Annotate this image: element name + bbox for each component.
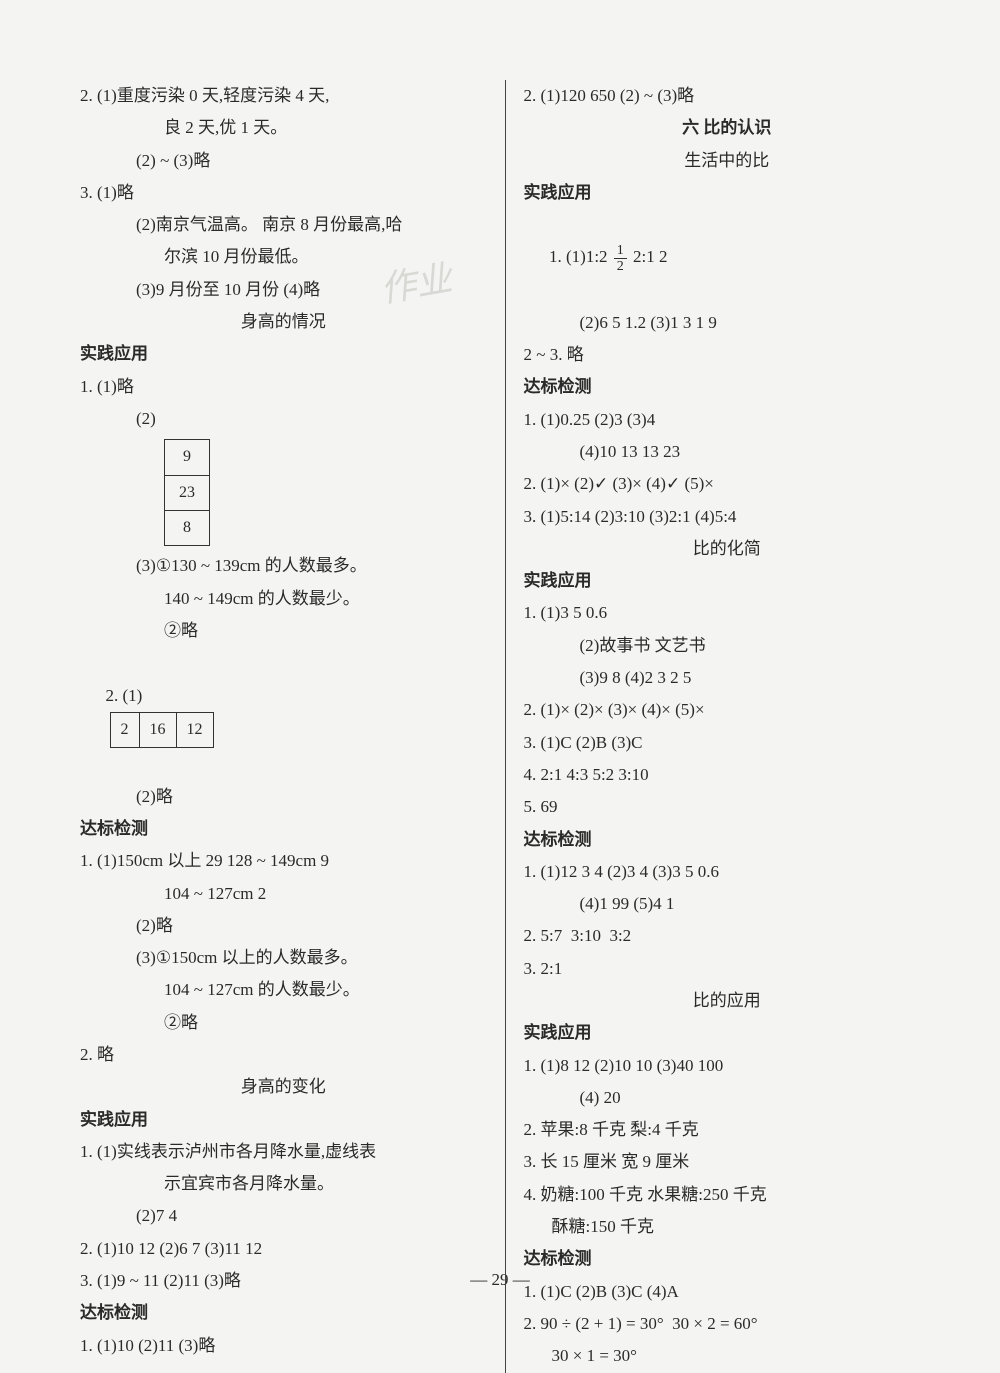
text-line: (3)①150cm 以上的人数最多。 xyxy=(80,942,487,974)
table-cell: 12 xyxy=(176,712,213,747)
text-line: 2 ~ 3. 略 xyxy=(524,339,931,371)
text-line: (2) ~ (3)略 xyxy=(80,145,487,177)
text-line: 4. 奶糖:100 千克 水果糖:250 千克 xyxy=(524,1179,931,1211)
text-line: (2)略 xyxy=(80,910,487,942)
text-line: (2)故事书 文艺书 xyxy=(524,630,931,662)
section-heading: 实践应用 xyxy=(80,1104,487,1136)
section-heading: 达标检测 xyxy=(80,1297,487,1329)
section-title: 生活中的比 xyxy=(524,145,931,177)
text-line: 良 2 天,优 1 天。 xyxy=(80,112,487,144)
text-line: 2. 略 xyxy=(80,1039,487,1071)
data-table-vertical: 9 23 8 xyxy=(164,439,210,546)
text-line: (2)6 5 1.2 (3)1 3 1 9 xyxy=(524,307,931,339)
table-cell: 23 xyxy=(165,475,210,510)
text-line: 3. 2:1 xyxy=(524,953,931,985)
text-line: 2. (1)120 650 (2) ~ (3)略 xyxy=(524,80,931,112)
text-line: 2. (1)重度污染 0 天,轻度污染 4 天, xyxy=(80,80,487,112)
text: 2:1 2 xyxy=(629,247,668,266)
text-line: 2. (1)× (2)× (3)× (4)× (5)× xyxy=(524,694,931,726)
section-heading: 达标检测 xyxy=(524,371,931,403)
section-heading: 实践应用 xyxy=(524,1017,931,1049)
table-cell: 16 xyxy=(139,712,176,747)
text-line: 3. 长 15 厘米 宽 9 厘米 xyxy=(524,1146,931,1178)
text-line: 1. (1)12 3 4 (2)3 4 (3)3 5 0.6 xyxy=(524,856,931,888)
numerator: 1 xyxy=(614,243,627,259)
text-line: 1. (1)3 5 0.6 xyxy=(524,597,931,629)
text-line: 104 ~ 127cm 2 xyxy=(80,878,487,910)
text-line: 3. (1)5:14 (2)3:10 (3)2:1 (4)5:4 xyxy=(524,501,931,533)
text-line: (3)①130 ~ 139cm 的人数最多。 xyxy=(80,550,487,582)
text-line: 示宜宾市各月降水量。 xyxy=(80,1168,487,1200)
section-heading: 实践应用 xyxy=(80,338,487,370)
section-heading: 实践应用 xyxy=(524,565,931,597)
chapter-title: 六 比的认识 xyxy=(524,112,931,144)
section-title: 比的化简 xyxy=(524,533,931,565)
text-line: 1. (1)0.25 (2)3 (3)4 xyxy=(524,404,931,436)
text-line: (4) 20 xyxy=(524,1082,931,1114)
text-line: 1. (1)150cm 以上 29 128 ~ 149cm 9 xyxy=(80,845,487,877)
section-heading: 达标检测 xyxy=(524,824,931,856)
table-cell: 9 xyxy=(165,440,210,475)
text-line: ②略 xyxy=(80,1007,487,1039)
text-line: 1. (1)实线表示泸州市各月降水量,虚线表 xyxy=(80,1136,487,1168)
text-line: (2)南京气温高。 南京 8 月份最高,哈 xyxy=(80,209,487,241)
table-cell: 8 xyxy=(165,511,210,546)
section-title: 身高的情况 xyxy=(80,306,487,338)
two-column-layout: 2. (1)重度污染 0 天,轻度污染 4 天, 良 2 天,优 1 天。 (2… xyxy=(80,80,930,1373)
text-line: (3)9 8 (4)2 3 2 5 xyxy=(524,662,931,694)
text-line: 1. (1)C (2)B (3)C (4)A xyxy=(524,1276,931,1308)
text: 1. (1)1:2 xyxy=(549,247,612,266)
text-line: (2)7 4 xyxy=(80,1200,487,1232)
text-line: 1. (1)10 (2)11 (3)略 xyxy=(80,1330,487,1362)
section-heading: 达标检测 xyxy=(80,813,487,845)
text-line: 尔滨 10 月份最低。 xyxy=(80,241,487,273)
text-line: 3. (1)C (2)B (3)C xyxy=(524,727,931,759)
text-line: 30 × 1 = 30° xyxy=(524,1340,931,1372)
text-line: ②略 xyxy=(80,615,487,647)
text-line: (2)略 xyxy=(80,781,487,813)
text-line: 2. 苹果:8 千克 梨:4 千克 xyxy=(524,1114,931,1146)
text-line: (2) xyxy=(80,403,487,435)
text-line: 3. (1)略 xyxy=(80,177,487,209)
text-line: (3)9 月份至 10 月份 (4)略 xyxy=(80,274,487,306)
text-line: 1. (1)8 12 (2)10 10 (3)40 100 xyxy=(524,1050,931,1082)
text-line: 140 ~ 149cm 的人数最少。 xyxy=(80,583,487,615)
text-line: 酥糖:150 千克 xyxy=(524,1211,931,1243)
text-line: 1. (1)略 xyxy=(80,371,487,403)
text-line: 2. 5:7 3:10 3:2 xyxy=(524,920,931,952)
text-line: 2. (1)10 12 (2)6 7 (3)11 12 xyxy=(80,1233,487,1265)
table-cell: 2 xyxy=(110,712,139,747)
data-table-row: 2 16 12 xyxy=(110,712,214,748)
section-heading: 达标检测 xyxy=(524,1243,931,1275)
text-line: (4)1 99 (5)4 1 xyxy=(524,888,931,920)
text-line: 5. 69 xyxy=(524,791,931,823)
fraction: 12 xyxy=(614,243,627,275)
denominator: 2 xyxy=(614,259,627,274)
left-column: 2. (1)重度污染 0 天,轻度污染 4 天, 良 2 天,优 1 天。 (2… xyxy=(80,80,505,1373)
text-line: 2. (1)× (2)✓ (3)× (4)✓ (5)× xyxy=(524,468,931,500)
section-heading: 实践应用 xyxy=(524,177,931,209)
right-column: 2. (1)120 650 (2) ~ (3)略 六 比的认识 生活中的比 实践… xyxy=(505,80,931,1373)
label: 2. (1) xyxy=(106,686,143,705)
text-line: 4. 2:1 4:3 5:2 3:10 xyxy=(524,759,931,791)
text-line: (4)10 13 13 23 xyxy=(524,436,931,468)
section-title: 身高的变化 xyxy=(80,1071,487,1103)
text-line: 2. 90 ÷ (2 + 1) = 30° 30 × 2 = 60° xyxy=(524,1308,931,1340)
text-line: 3. (1)9 ~ 11 (2)11 (3)略 xyxy=(80,1265,487,1297)
section-title: 比的应用 xyxy=(524,985,931,1017)
text-line: 1. (1)1:2 12 2:1 2 xyxy=(524,209,931,307)
text-line: 104 ~ 127cm 的人数最少。 xyxy=(80,974,487,1006)
text-line: 2. (1) 2 16 12 xyxy=(80,647,487,780)
